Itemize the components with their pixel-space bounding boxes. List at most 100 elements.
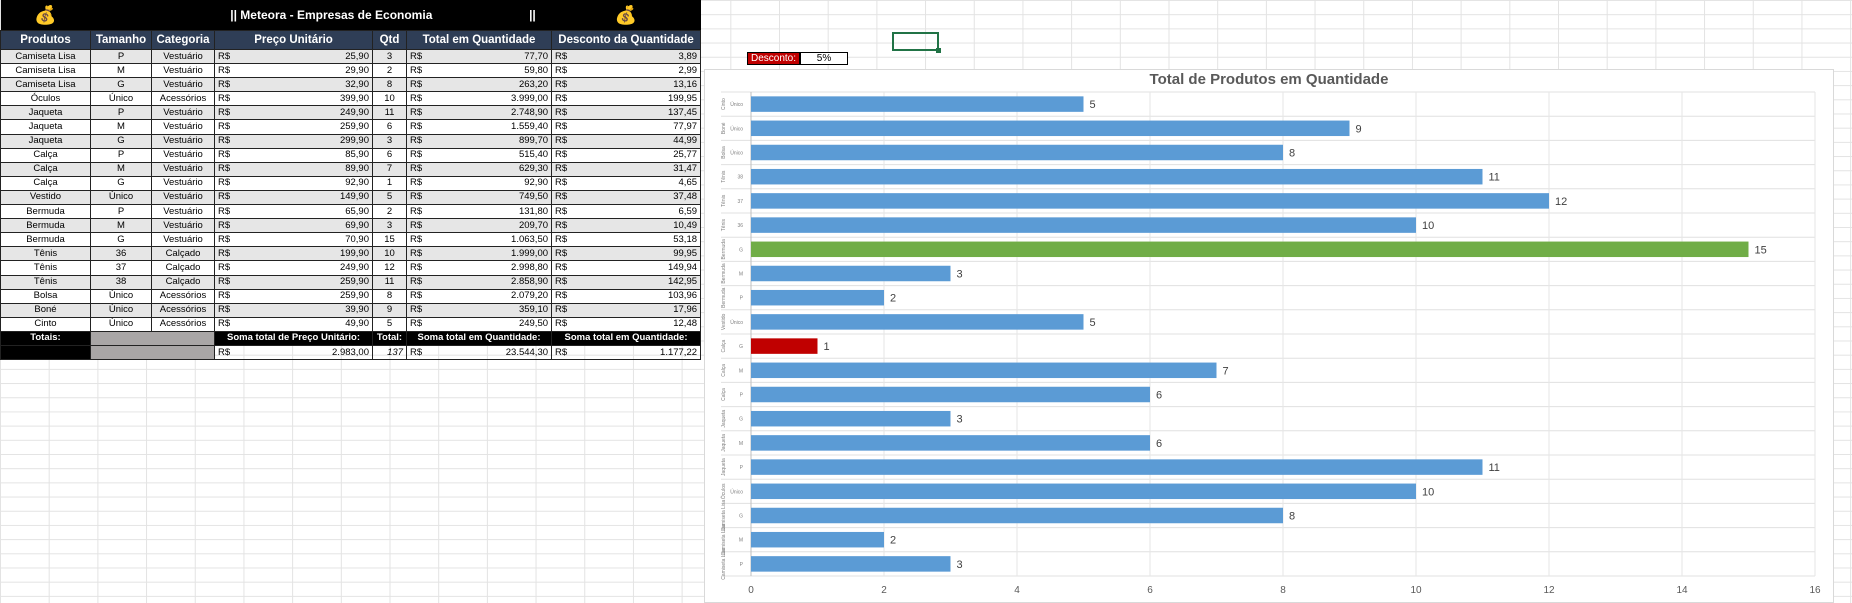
cell-desconto[interactable]: R$ 6,59 [551, 204, 702, 220]
cell-categoria[interactable]: Vestuário [151, 63, 215, 79]
cell-total[interactable]: R$ 263,20 [405, 77, 553, 93]
cell-tamanho[interactable]: G [90, 133, 152, 149]
cell-desconto[interactable]: R$ 2,99 [551, 63, 702, 79]
header-qtd[interactable]: Qtd [372, 30, 407, 50]
cell-produto[interactable]: Bermuda [0, 218, 91, 234]
cell-desconto[interactable]: R$ 44,99 [551, 133, 702, 149]
cell-desconto[interactable]: R$ 53,18 [551, 232, 702, 248]
sum-price-label[interactable]: Soma total de Preço Unitário: [214, 330, 373, 346]
cell-total[interactable]: R$ 2.998,80 [405, 260, 553, 276]
cell-tamanho[interactable]: M [90, 218, 152, 234]
cell-preco[interactable]: R$ 29,90 [214, 63, 373, 79]
cell-desconto[interactable]: R$ 10,49 [551, 218, 702, 234]
discount-label[interactable]: Desconto: [747, 52, 801, 65]
cell-produto[interactable]: Óculos [0, 91, 91, 107]
cell-desconto[interactable]: R$ 13,16 [551, 77, 702, 93]
selected-cell[interactable] [892, 32, 941, 53]
cell-total[interactable]: R$ 1.063,50 [405, 232, 553, 248]
cell-total[interactable]: R$ 92,90 [405, 175, 553, 191]
cell-tamanho[interactable]: Único [90, 91, 152, 107]
cell-produto[interactable]: Bermuda [0, 232, 91, 248]
totals-empty-cell[interactable] [90, 330, 215, 346]
cell-total[interactable]: R$ 2.858,90 [405, 274, 553, 290]
cell-categoria[interactable]: Vestuário [151, 105, 215, 121]
cell-tamanho[interactable]: G [90, 232, 152, 248]
cell-total[interactable]: R$ 131,80 [405, 204, 553, 220]
sum-total-value[interactable]: R$ 23.544,30 [405, 344, 553, 361]
cell-tamanho[interactable]: M [90, 63, 152, 79]
cell-categoria[interactable]: Vestuário [151, 133, 215, 149]
cell-preco[interactable]: R$ 299,90 [214, 133, 373, 149]
cell-preco[interactable]: R$ 65,90 [214, 204, 373, 220]
cell-total[interactable]: R$ 899,70 [405, 133, 553, 149]
cell-categoria[interactable]: Acessórios [151, 288, 215, 304]
cell-qtd[interactable]: 1 [372, 175, 407, 191]
cell-qtd[interactable]: 11 [372, 274, 407, 290]
cell-preco[interactable]: R$ 89,90 [214, 161, 373, 177]
cell-tamanho[interactable]: P [90, 204, 152, 220]
cell-tamanho[interactable]: G [90, 175, 152, 191]
cell-produto[interactable]: Camiseta Lisa [0, 63, 91, 79]
cell-produto[interactable]: Calça [0, 175, 91, 191]
header-produtos[interactable]: Produtos [0, 30, 91, 50]
cell-preco[interactable]: R$ 70,90 [214, 232, 373, 248]
cell-desconto[interactable]: R$ 137,45 [551, 105, 702, 121]
cell-tamanho[interactable]: 36 [90, 246, 152, 262]
cell-preco[interactable]: R$ 259,90 [214, 274, 373, 290]
cell-desconto[interactable]: R$ 199,95 [551, 91, 702, 107]
cell-tamanho[interactable]: P [90, 48, 152, 65]
cell-categoria[interactable]: Acessórios [151, 302, 215, 318]
cell-qtd[interactable]: 10 [372, 246, 407, 262]
cell-preco[interactable]: R$ 85,90 [214, 147, 373, 163]
cell-total[interactable]: R$ 359,10 [405, 302, 553, 318]
cell-preco[interactable]: R$ 69,90 [214, 218, 373, 234]
cell-qtd[interactable]: 8 [372, 77, 407, 93]
cell-total[interactable]: R$ 515,40 [405, 147, 553, 163]
cell-qtd[interactable]: 3 [372, 133, 407, 149]
cell-desconto[interactable]: R$ 77,97 [551, 119, 702, 135]
cell-tamanho[interactable]: P [90, 105, 152, 121]
cell-produto[interactable]: Tênis [0, 274, 91, 290]
cell-categoria[interactable]: Vestuário [151, 189, 215, 206]
cell-qtd[interactable]: 9 [372, 302, 407, 318]
cell-categoria[interactable]: Acessórios [151, 316, 215, 332]
cell-desconto[interactable]: R$ 31,47 [551, 161, 702, 177]
cell-tamanho[interactable]: M [90, 161, 152, 177]
cell-desconto[interactable]: R$ 4,65 [551, 175, 702, 191]
cell-preco[interactable]: R$ 32,90 [214, 77, 373, 93]
cell-categoria[interactable]: Calçado [151, 274, 215, 290]
header-tamanho[interactable]: Tamanho [90, 30, 152, 50]
cell-tamanho[interactable]: Único [90, 288, 152, 304]
cell-preco[interactable]: R$ 49,90 [214, 316, 373, 332]
cell-total[interactable]: R$ 59,80 [405, 63, 553, 79]
cell-produto[interactable]: Jaqueta [0, 133, 91, 149]
cell-preco[interactable]: R$ 92,90 [214, 175, 373, 191]
cell-desconto[interactable]: R$ 12,48 [551, 316, 702, 332]
cell-produto[interactable]: Camiseta Lisa [0, 48, 91, 65]
cell-categoria[interactable]: Vestuário [151, 119, 215, 135]
cell-categoria[interactable]: Vestuário [151, 175, 215, 191]
cell-qtd[interactable]: 7 [372, 161, 407, 177]
cell-categoria[interactable]: Calçado [151, 260, 215, 276]
cell-qtd[interactable]: 2 [372, 63, 407, 79]
cell-desconto[interactable]: R$ 25,77 [551, 147, 702, 163]
totals-empty-cell[interactable] [90, 344, 215, 361]
cell-preco[interactable]: R$ 39,90 [214, 302, 373, 318]
cell-tamanho[interactable]: 37 [90, 260, 152, 276]
cell-produto[interactable]: Jaqueta [0, 105, 91, 121]
cell-preco[interactable]: R$ 259,90 [214, 119, 373, 135]
bar-chart[interactable]: Total de Produtos em Quantidade 0 2 4 6 8 10 12… [704, 69, 1834, 603]
cell-tamanho[interactable]: Único [90, 316, 152, 332]
discount-value[interactable]: 5% [800, 52, 849, 65]
cell-total[interactable]: R$ 249,50 [405, 316, 553, 332]
sum-discount-value[interactable]: R$ 1.177,22 [551, 344, 702, 361]
header-total-quantidade[interactable]: Total em Quantidade [405, 30, 553, 50]
cell-qtd[interactable]: 11 [372, 105, 407, 121]
cell-total[interactable]: R$ 3.999,00 [405, 91, 553, 107]
qty-total-value[interactable]: 137 [372, 344, 407, 361]
cell-categoria[interactable]: Vestuário [151, 204, 215, 220]
cell-preco[interactable]: R$ 249,90 [214, 260, 373, 276]
cell-qtd[interactable]: 3 [372, 218, 407, 234]
cell-produto[interactable]: Tênis [0, 260, 91, 276]
cell-qtd[interactable]: 10 [372, 91, 407, 107]
